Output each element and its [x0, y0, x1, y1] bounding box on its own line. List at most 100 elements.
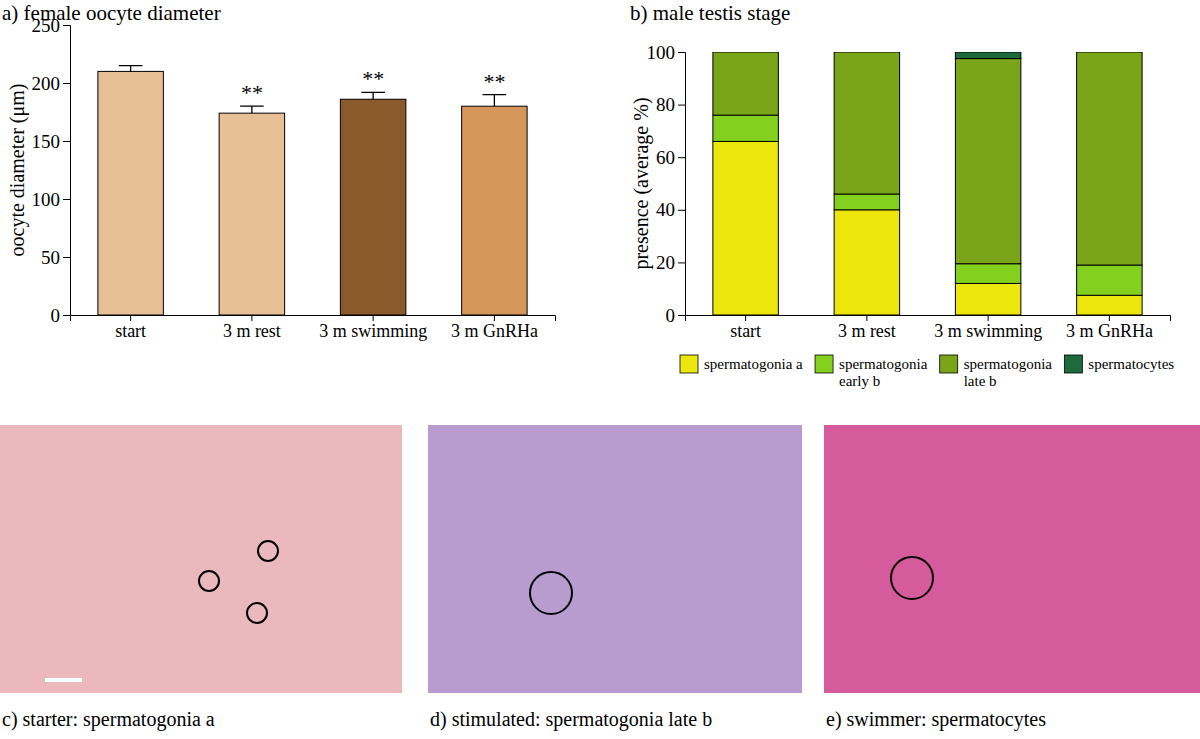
x-tick-label: 3 m swimming [319, 321, 427, 341]
significance-annotation: ** [241, 80, 263, 105]
y-tick-label: 100 [32, 189, 61, 210]
x-tick: 3 m rest [223, 315, 281, 341]
y-tick: 100 [32, 189, 71, 210]
bar [462, 106, 527, 315]
bar-segment [713, 115, 778, 141]
y-tick-mark [63, 25, 70, 26]
legend: spermatogonia a spermatogoniaearly b sperm… [680, 355, 1174, 389]
y-tick: 80 [656, 94, 685, 115]
y-axis: 0 50 100 150 200 250 [32, 15, 71, 326]
y-tick: 60 [656, 147, 685, 168]
y-tick-mark [678, 262, 685, 263]
bar-segment [834, 52, 899, 53]
panel-caption: e) swimmer: spermatocytes [826, 708, 1046, 731]
legend-label: spermatogonialate b [964, 356, 1053, 389]
significance-annotation: ** [483, 69, 505, 94]
y-tick: 40 [656, 199, 685, 220]
x-axis: start 3 m rest 3 m swimming 3 m GnRHa [71, 315, 556, 341]
bar [98, 71, 163, 315]
y-tick-label: 60 [656, 147, 675, 168]
highlight-circle [247, 603, 267, 623]
y-tick-label: 50 [41, 247, 60, 268]
y-tick-label: 40 [656, 199, 675, 220]
bar-segment [955, 59, 1020, 264]
y-tick-mark [678, 210, 685, 211]
micrograph-panel [0, 425, 402, 693]
bar-segment [1077, 52, 1142, 53]
bar-segment [834, 210, 899, 315]
legend-label: spermatocytes [1088, 356, 1174, 372]
micrograph [0, 425, 402, 693]
y-tick-label: 0 [666, 305, 676, 326]
x-tick: 3 m GnRHa [1066, 315, 1153, 341]
x-tick: 3 m swimming [319, 315, 427, 341]
y-tick: 200 [32, 73, 71, 94]
highlight-circle [530, 572, 572, 614]
bar-segment [955, 264, 1020, 284]
legend-item: spermatogoniaearly b [815, 355, 928, 389]
legend-swatch [940, 355, 958, 373]
bar-segment [834, 194, 899, 210]
y-tick-mark [63, 257, 70, 258]
bar-segment [1077, 52, 1142, 265]
highlight-circle [199, 571, 219, 591]
y-tick-label: 0 [51, 305, 61, 326]
legend-label: spermatogonia a [704, 356, 803, 372]
y-tick-mark [678, 52, 685, 53]
micrograph [428, 425, 802, 693]
y-tick-label: 200 [32, 73, 61, 94]
y-tick-label: 250 [32, 15, 61, 36]
y-tick-mark [678, 105, 685, 106]
bar-segment [713, 52, 778, 53]
x-axis: start 3 m rest 3 m swimming 3 m GnRHa [686, 315, 1171, 341]
legend-item: spermatogonialate b [940, 355, 1053, 389]
x-tick: 3 m GnRHa [451, 315, 538, 341]
highlight-circle [258, 541, 278, 561]
y-axis: 0 20 40 60 80 100 [647, 42, 686, 326]
plot-marks [98, 66, 527, 315]
error-bar [483, 95, 507, 107]
y-tick: 50 [41, 247, 70, 268]
bar-segment [713, 52, 778, 115]
bar-segment [1077, 265, 1142, 295]
x-tick-label: start [115, 321, 146, 341]
bar-segment [713, 141, 778, 315]
legend-swatch [680, 355, 698, 373]
y-axis-title: oocyte diameter (μm) [6, 84, 29, 257]
micrograph-panel [824, 425, 1200, 693]
x-tick-label: start [730, 321, 761, 341]
figure: a) female oocyte diameteroocyte diameter… [0, 0, 1200, 739]
panel-caption: c) starter: spermatogonia a [2, 708, 215, 731]
bar-segment [955, 283, 1020, 315]
y-tick-mark [63, 83, 70, 84]
x-tick-label: 3 m rest [838, 321, 896, 341]
y-tick: 150 [32, 131, 71, 152]
y-axis-line [678, 53, 686, 316]
y-tick: 0 [666, 305, 686, 326]
y-tick-mark [678, 315, 685, 316]
y-tick-mark [63, 315, 70, 316]
chart: b) male testis stagepresence (average %)… [630, 1, 1174, 389]
plot-marks [713, 52, 1142, 315]
x-tick-label: 3 m rest [223, 321, 281, 341]
y-tick-mark [63, 141, 70, 142]
chart-title: b) male testis stage [630, 1, 790, 25]
micrograph-panel [428, 425, 802, 693]
micrograph [824, 425, 1200, 693]
y-tick-label: 80 [656, 94, 675, 115]
y-tick-label: 20 [656, 252, 675, 273]
y-tick: 100 [647, 42, 686, 63]
scale-bar [45, 678, 82, 682]
y-tick-mark [678, 157, 685, 158]
x-tick-label: 3 m swimming [934, 321, 1042, 341]
bar-segment [834, 52, 899, 194]
error-bar [119, 66, 143, 72]
legend-item: spermatocytes [1064, 355, 1174, 373]
legend-swatch [815, 355, 833, 373]
x-tick: start [730, 315, 761, 341]
x-tick: 3 m swimming [934, 315, 1042, 341]
y-tick-mark [63, 199, 70, 200]
panel-caption: d) stimulated: spermatogonia late b [430, 708, 712, 731]
bar-segment [955, 52, 1020, 59]
error-bar [240, 106, 264, 113]
